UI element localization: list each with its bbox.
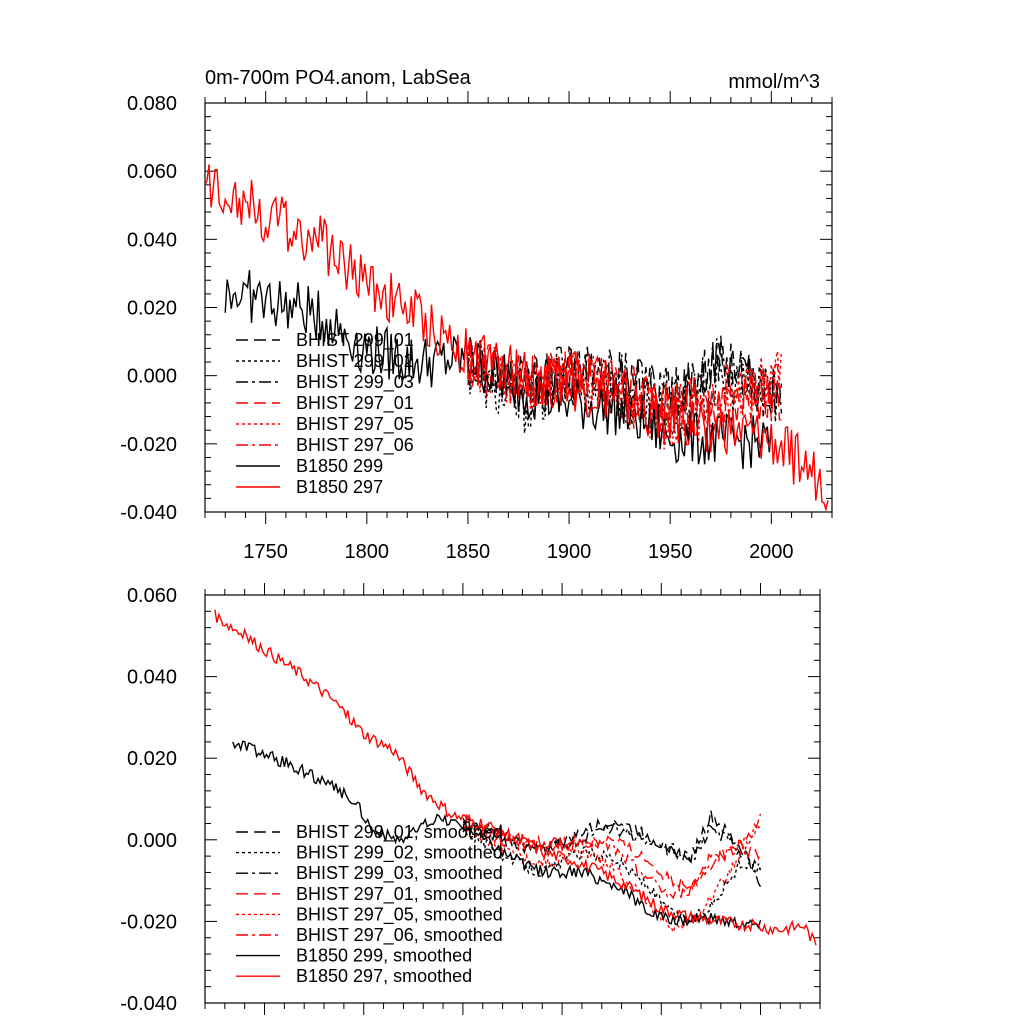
legend-label-b1850-297: B1850 297 [296, 477, 383, 497]
units-label: mmol/m^3 [728, 71, 820, 93]
x-tick-label: 1750 [243, 541, 288, 563]
series-line-b1850-299 [224, 270, 772, 470]
y-tick-label: 0.060 [127, 585, 177, 607]
top-panel: -0.040 -0.020 0.000 0.020 0.040 0.060 0.080 175… [120, 67, 833, 563]
y-tick-label: 0.000 [127, 366, 177, 388]
legend-label-bhist-299-02-smoothed: BHIST 299_02, smoothed [296, 843, 503, 864]
legend-label-bhist-297-05-smoothed: BHIST 297_05, smoothed [296, 904, 503, 925]
y-tick-label: 0.060 [127, 161, 177, 183]
legend-label-b1850-299: B1850 299 [296, 456, 383, 476]
plot-frame [204, 594, 821, 1004]
legend-label-bhist-299-01-smoothed: BHIST 299_01, smoothed [296, 822, 503, 843]
series-line-bhist-299-03 [467, 335, 783, 417]
series-group [205, 164, 829, 512]
series-line-b1850-299-smoothed [232, 740, 762, 930]
legend-label-bhist-297-05: BHIST 297_05 [296, 414, 414, 435]
series-line-bhist-297-05-smoothed [462, 822, 761, 935]
legend-label-bhist-297-01: BHIST 297_01 [296, 393, 414, 414]
series-line-bhist-297-06-smoothed [462, 813, 762, 900]
y-tick-label: 0.020 [127, 298, 177, 320]
series-line-b1850-297-smoothed [214, 609, 817, 946]
chart-title: 0m-700m PO4.anom, LabSea [205, 67, 472, 89]
y-tick-label: 0.040 [127, 667, 177, 689]
y-tick-label: -0.040 [120, 502, 177, 524]
x-tick-label: 2000 [749, 541, 794, 563]
y-tick-label: -0.020 [120, 911, 177, 933]
x-tick-label: 1900 [547, 541, 592, 563]
legend-label-bhist-299-03: BHIST 299_03 [296, 372, 414, 393]
series-line-bhist-299-03-smoothed [462, 817, 762, 887]
series-line-bhist-297-01-smoothed [462, 823, 762, 891]
legend-label-bhist-297-06-smoothed: BHIST 297_06, smoothed [296, 925, 503, 946]
y-tick-label: 0.040 [127, 229, 177, 251]
legend-label-bhist-299-03-smoothed: BHIST 299_03, smoothed [296, 863, 503, 884]
x-tick-label: 1800 [345, 541, 390, 563]
x-tick-label: 1950 [648, 541, 693, 563]
legend-label-bhist-299-01: BHIST 299_01 [296, 330, 414, 351]
series-line-b1850-297 [205, 164, 829, 512]
legend-label-bhist-299-02: BHIST 299_02 [296, 351, 414, 372]
y-tick-label: -0.040 [120, 993, 177, 1015]
legend-label-b1850-297-smoothed: B1850 297, smoothed [296, 966, 472, 986]
legend-label-bhist-297-06: BHIST 297_06 [296, 435, 414, 456]
legend-label-b1850-299-smoothed: B1850 299, smoothed [296, 946, 472, 966]
series-line-bhist-299-02-smoothed [462, 825, 762, 925]
y-tick-label: 0.020 [127, 748, 177, 770]
y-tick-label: -0.020 [120, 434, 177, 456]
bottom-panel: -0.040 -0.020 0.000 0.020 0.040 0.060 BHIST 29… [120, 583, 821, 1015]
legend-label-bhist-297-01-smoothed: BHIST 297_01, smoothed [296, 884, 503, 905]
series-line-bhist-299-01-smoothed [462, 809, 761, 871]
x-tick-label: 1850 [446, 541, 491, 563]
series-group [214, 609, 817, 946]
y-tick-label: 0.080 [127, 93, 177, 115]
y-tick-label: 0.000 [127, 830, 177, 852]
